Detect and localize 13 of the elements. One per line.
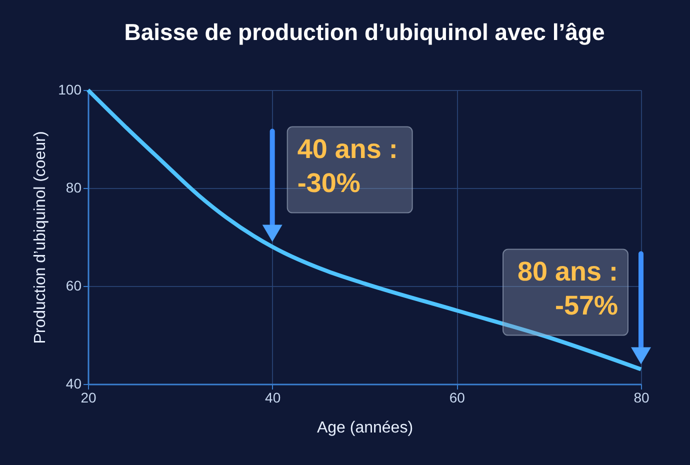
y-tick-label: 40	[66, 376, 82, 392]
annotation: 80 ans : -57%	[517, 256, 618, 320]
x-tick-label: 80	[634, 390, 650, 406]
x-tick-label: 60	[449, 390, 466, 406]
x-tick-label: 40	[265, 390, 281, 406]
annotation: 40 ans : -30%	[297, 134, 398, 198]
x-axis-title: Age (années)	[316, 420, 414, 436]
x-tick-label: 20	[80, 390, 96, 406]
y-tick-label: 100	[58, 82, 82, 98]
y-axis-title: Production d’ubiquinol (coeur)	[32, 131, 50, 344]
chart-title: Baisse de production d’ubiquinol avec l’âge	[124, 19, 605, 45]
y-tick-label: 80	[66, 180, 82, 196]
y-tick-label: 60	[66, 278, 82, 294]
